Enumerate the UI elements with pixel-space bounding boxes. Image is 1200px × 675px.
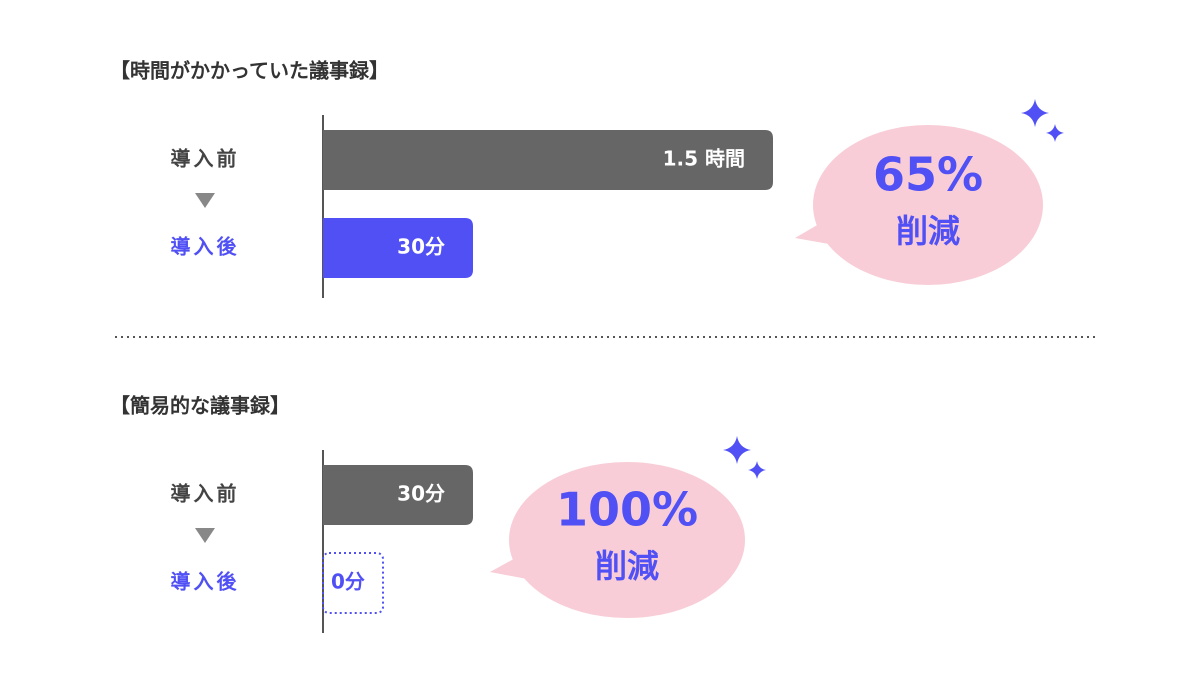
bar <box>323 465 473 525</box>
annotation: 100% <box>556 483 698 537</box>
annotation: 65% <box>873 148 983 202</box>
bubble <box>509 462 745 618</box>
sparkle <box>748 461 766 479</box>
bubble <box>813 125 1043 285</box>
category-label: 導入前 <box>171 147 240 171</box>
category-label: 導入前 <box>171 482 240 506</box>
value-label: 30分 <box>397 482 445 506</box>
value-label: 0分 <box>331 570 365 594</box>
annotation-sub: 削減 <box>595 547 659 585</box>
sparkle <box>1021 99 1049 127</box>
sparkle <box>723 436 751 464</box>
chart-title: 【簡易的な議事録】 <box>110 394 290 418</box>
category-label: 導入後 <box>171 570 240 594</box>
arrow-down <box>195 528 215 543</box>
arrow-down <box>195 193 215 208</box>
bar-empty <box>322 552 384 614</box>
chart-title: 【時間がかかっていた議事録】 <box>110 59 389 83</box>
category-label: 導入後 <box>171 235 240 259</box>
value-label: 1.5 時間 <box>663 147 745 171</box>
value-label: 30分 <box>397 235 445 259</box>
bar <box>323 218 473 278</box>
annotation-sub: 削減 <box>896 212 960 250</box>
bar <box>323 130 773 190</box>
sparkle <box>1046 124 1064 142</box>
